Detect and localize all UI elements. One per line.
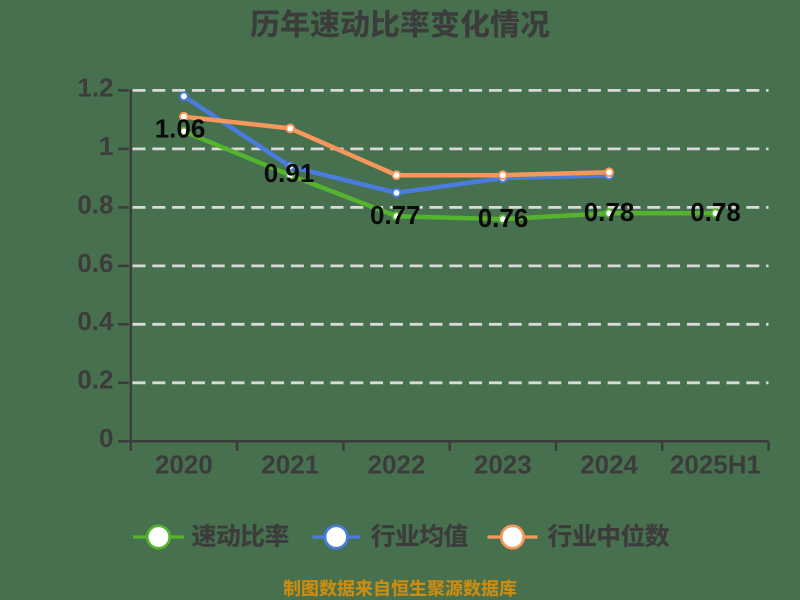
svg-text:0: 0 — [99, 423, 113, 453]
svg-text:0.6: 0.6 — [77, 248, 113, 278]
svg-text:0.2: 0.2 — [77, 365, 113, 395]
svg-text:1: 1 — [99, 131, 113, 161]
svg-text:2023: 2023 — [474, 450, 532, 480]
svg-text:0.78: 0.78 — [690, 197, 741, 227]
svg-text:2024: 2024 — [580, 450, 638, 480]
svg-text:0.76: 0.76 — [478, 203, 529, 233]
svg-text:0.8: 0.8 — [77, 189, 113, 219]
svg-text:1.2: 1.2 — [77, 72, 113, 102]
svg-text:2025H1: 2025H1 — [670, 450, 761, 480]
svg-text:2021: 2021 — [261, 450, 319, 480]
svg-text:0.91: 0.91 — [264, 158, 315, 188]
svg-text:0.77: 0.77 — [370, 200, 421, 230]
svg-text:0.4: 0.4 — [77, 306, 114, 336]
svg-text:2020: 2020 — [155, 450, 213, 480]
svg-text:2022: 2022 — [368, 450, 426, 480]
svg-text:1.06: 1.06 — [155, 114, 206, 144]
svg-text:0.78: 0.78 — [584, 197, 635, 227]
